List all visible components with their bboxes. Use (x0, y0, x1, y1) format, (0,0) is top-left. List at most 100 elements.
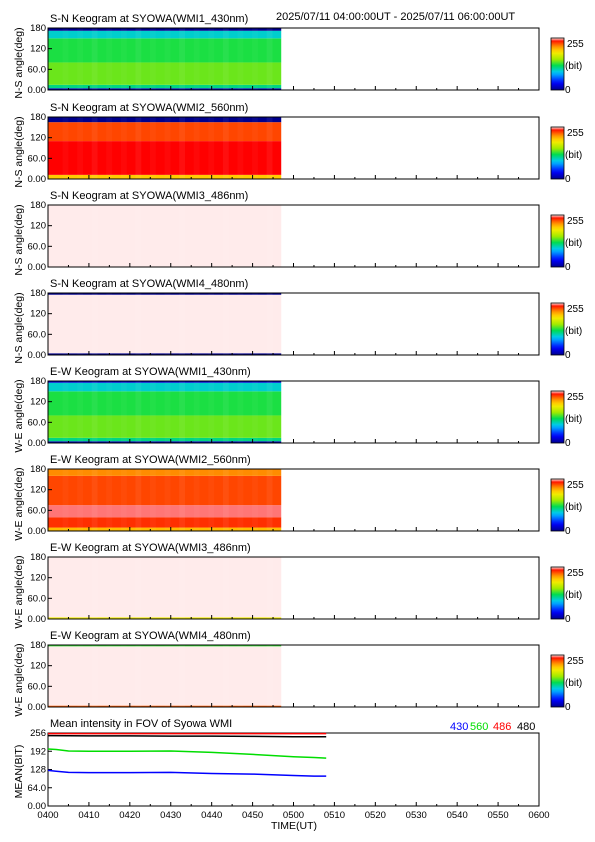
y-tick-label: 120 (30, 485, 46, 496)
keogram-texture (106, 469, 112, 531)
keogram-texture (222, 645, 229, 707)
keogram-texture (150, 117, 156, 179)
keogram-texture (266, 28, 273, 90)
y-tick-label: 180 (30, 464, 46, 475)
y-tick-label: 60.0 (28, 329, 47, 340)
keogram-texture (77, 293, 83, 355)
y-tick-label: 180 (30, 552, 46, 563)
y-tick-label: 0.00 (28, 526, 47, 537)
keogram-texture (150, 28, 156, 90)
keogram-band (48, 441, 282, 443)
keogram-texture (77, 28, 83, 90)
keogram-texture (222, 117, 229, 179)
keogram-texture (150, 645, 156, 707)
keogram-texture (91, 293, 98, 355)
keogram-texture (150, 557, 156, 619)
keogram-texture (165, 293, 171, 355)
keogram-panel-7: E-W Keogram at SYOWA(WMI3_486nm) 0.00 60.0… (13, 542, 584, 629)
y-axis-label: N-S angle(deg) (13, 116, 25, 187)
panel-title: E-W Keogram at SYOWA(WMI4_480nm) (50, 630, 251, 642)
y-tick-label: 60.0 (28, 593, 47, 604)
keogram-texture (266, 645, 273, 707)
keogram-texture (135, 117, 142, 179)
x-tick-label: 0530 (406, 810, 427, 821)
colorbar (550, 566, 565, 620)
series-line-480 (47, 734, 327, 738)
keogram-texture (252, 293, 258, 355)
y-tick-label: 60.0 (28, 681, 47, 692)
keogram-texture (222, 469, 229, 531)
keogram-texture (91, 645, 98, 707)
y-tick-label: 180 (30, 288, 46, 299)
keogram-texture (208, 645, 214, 707)
keogram-texture (63, 205, 69, 267)
keogram-band (48, 437, 282, 442)
y-tick-label: 180 (30, 200, 46, 211)
keogram-band (48, 705, 282, 707)
keogram-band (48, 84, 282, 89)
keogram-band (48, 174, 282, 179)
keogram-band (48, 382, 282, 392)
keogram-texture (208, 293, 214, 355)
keogram-texture (266, 117, 273, 179)
y-tick-label: 0.00 (28, 614, 47, 625)
y-axis-label: N-S angle(deg) (13, 292, 25, 363)
keogram-band (48, 617, 282, 619)
keogram-texture (135, 645, 142, 707)
x-tick-label: 0420 (119, 810, 140, 821)
keogram-band (48, 30, 282, 39)
keogram-band (48, 293, 282, 295)
colorbar-max-label: 255 (567, 568, 584, 579)
x-tick-label: 0410 (78, 810, 99, 821)
colorbar-max-label: 255 (567, 656, 584, 667)
keogram-texture (121, 28, 127, 90)
y-tick-label: 120 (30, 573, 46, 584)
panel-title: Mean intensity in FOV of Syowa WMI (50, 718, 232, 730)
keogram-texture (106, 557, 112, 619)
y-tick-label: 60.0 (28, 505, 47, 516)
colorbar-unit-label: (bit) (565, 238, 582, 249)
legend-entry-430: 430 (450, 721, 468, 733)
keogram-texture (208, 117, 214, 179)
keogram-texture (266, 469, 273, 531)
keogram-texture (194, 293, 200, 355)
y-tick-label: 0.00 (28, 350, 47, 361)
keogram-texture (165, 117, 171, 179)
colorbar-min-label: 0 (565, 438, 571, 449)
legend-entry-486: 486 (493, 721, 511, 733)
keogram-band (48, 517, 282, 528)
keogram-texture (222, 28, 229, 90)
keogram-band (48, 353, 282, 355)
keogram-texture (77, 117, 83, 179)
keogram-texture (121, 469, 127, 531)
keogram-panel-6: E-W Keogram at SYOWA(WMI2_560nm) 0.00 60.0… (13, 454, 584, 541)
keogram-texture (77, 557, 83, 619)
keogram-band (48, 117, 282, 123)
keogram-band (48, 505, 282, 518)
keogram-texture (91, 205, 98, 267)
y-tick-label: 60.0 (28, 417, 47, 428)
y-tick-label: 64.0 (28, 783, 47, 794)
keogram-texture (237, 381, 243, 443)
keogram-texture (237, 557, 243, 619)
y-axis-label: W-E angle(deg) (13, 379, 25, 452)
keogram-band (48, 391, 282, 416)
keogram-texture (91, 117, 98, 179)
colorbar (550, 302, 565, 356)
colorbar-max-label: 255 (567, 480, 584, 491)
colorbar-min-label: 0 (565, 174, 571, 185)
keogram-texture (252, 381, 258, 443)
keogram-texture (150, 381, 156, 443)
keogram-texture (179, 28, 186, 90)
y-tick-label: 0.00 (28, 85, 47, 96)
keogram-texture (106, 293, 112, 355)
series-line-560 (47, 748, 327, 759)
panel-title: S-N Keogram at SYOWA(WMI3_486nm) (50, 190, 248, 202)
keogram-texture (194, 557, 200, 619)
keogram-texture (106, 205, 112, 267)
keogram-texture (194, 381, 200, 443)
keogram-texture (91, 469, 98, 531)
keogram-texture (121, 205, 127, 267)
colorbar (550, 214, 565, 268)
